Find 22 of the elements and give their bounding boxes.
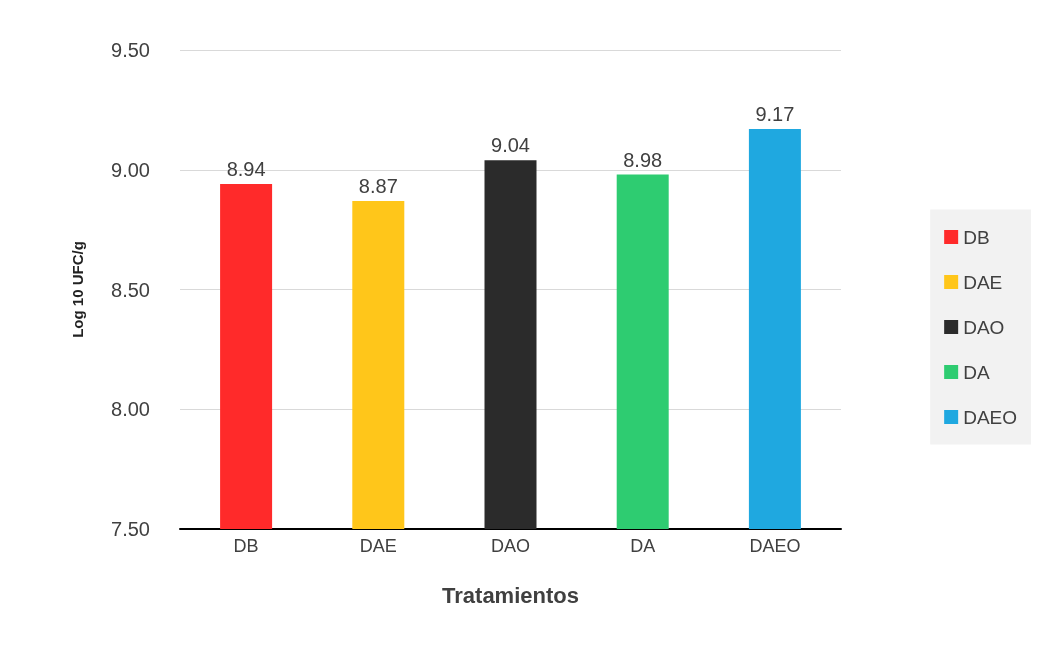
- x-tick-label: DB: [233, 536, 259, 556]
- y-axis-title: Log 10 UFC/g: [69, 241, 86, 338]
- y-tick-label: 9.50: [111, 39, 150, 61]
- x-tick-label: DAEO: [749, 536, 801, 556]
- legend-label: DB: [963, 226, 990, 248]
- data-label: 9.04: [491, 134, 530, 157]
- data-label: 8.87: [358, 174, 398, 197]
- legend-label: DAEO: [963, 406, 1018, 428]
- legend-label: DA: [963, 361, 990, 383]
- y-tick-label: 8.50: [111, 278, 150, 301]
- legend-label: DAO: [963, 316, 1005, 338]
- y-tick-label: 7.50: [111, 518, 150, 540]
- data-label: 8.98: [623, 148, 663, 171]
- y-tick-label: 8.00: [111, 398, 150, 421]
- x-tick-label: DAE: [359, 536, 397, 556]
- x-axis-title: Tratamientos: [442, 582, 579, 608]
- data-label: 8.94: [226, 158, 266, 181]
- x-tick-label: DAO: [490, 536, 531, 556]
- y-tick-label: 9.00: [111, 158, 150, 181]
- x-tick-label: DA: [630, 536, 656, 556]
- data-label: 9.17: [755, 103, 795, 126]
- legend-label: DAE: [963, 271, 1003, 293]
